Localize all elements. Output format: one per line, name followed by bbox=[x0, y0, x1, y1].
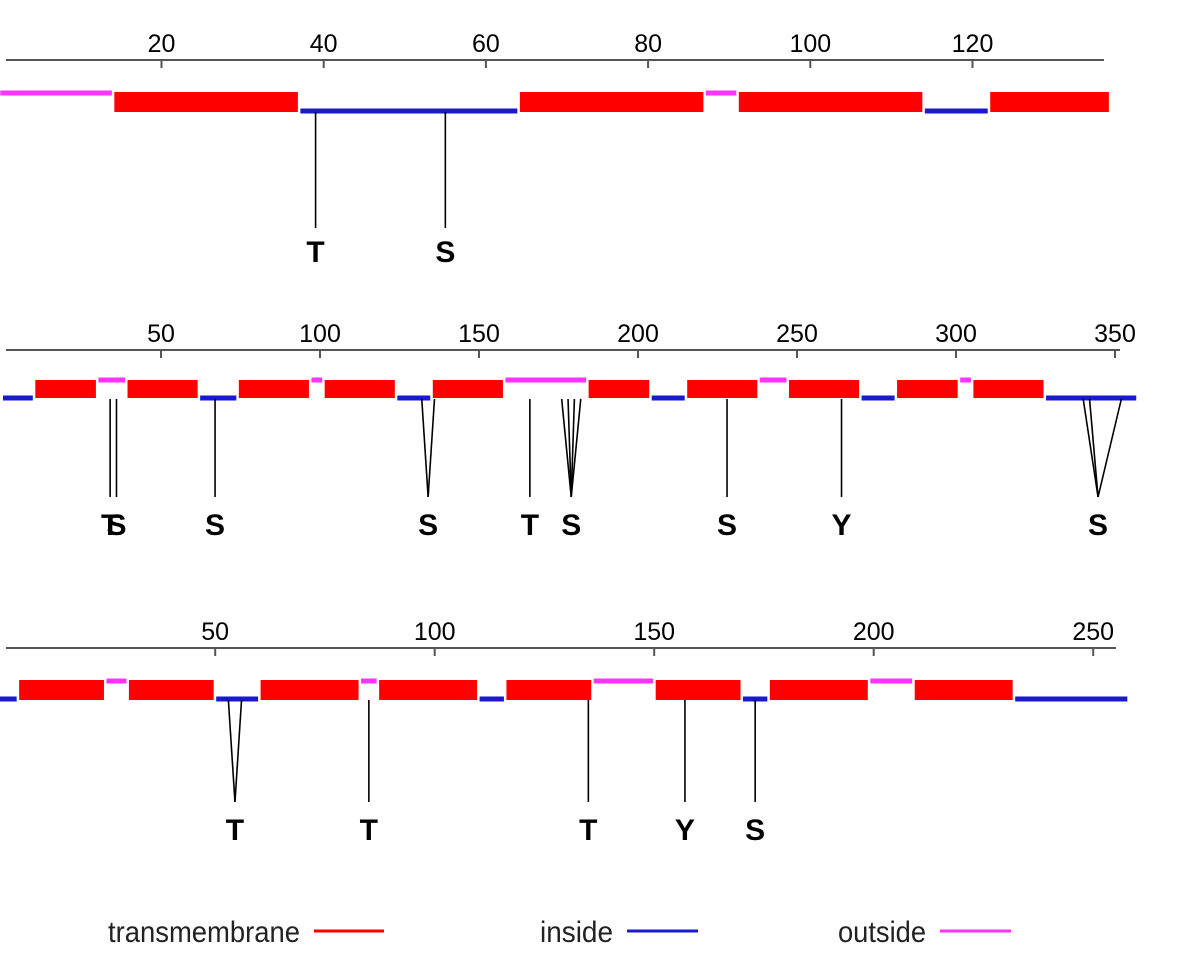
site-line bbox=[420, 398, 429, 498]
outside-segment bbox=[311, 377, 323, 383]
transmembrane-segment bbox=[897, 380, 958, 398]
tick-label: 120 bbox=[952, 30, 994, 58]
site-line bbox=[567, 398, 573, 498]
tick-label: 80 bbox=[634, 30, 662, 58]
inside-segment bbox=[3, 395, 33, 401]
transmembrane-segment bbox=[769, 680, 868, 700]
site-label: S bbox=[418, 509, 438, 542]
site-line bbox=[427, 398, 436, 498]
site-label: S bbox=[717, 509, 737, 542]
transmembrane-segment bbox=[655, 680, 741, 700]
tick-label: 250 bbox=[776, 320, 818, 348]
transmembrane-segment bbox=[973, 380, 1044, 398]
site-line bbox=[1082, 398, 1099, 498]
tick-label: 60 bbox=[472, 30, 500, 58]
site-label: T bbox=[306, 236, 324, 269]
site-label: S bbox=[205, 509, 225, 542]
inside-segment bbox=[924, 108, 988, 114]
site-label: S bbox=[106, 509, 126, 542]
outside-segment bbox=[505, 377, 587, 383]
inside-segment bbox=[1015, 696, 1128, 702]
outside-segment bbox=[960, 377, 971, 383]
inside-segment bbox=[1046, 395, 1137, 401]
inside-segment bbox=[216, 696, 259, 702]
transmembrane-segment bbox=[128, 680, 214, 700]
transmembrane-segment bbox=[238, 380, 309, 398]
legend-label-inside: inside bbox=[540, 916, 613, 949]
inside-segment bbox=[200, 395, 237, 401]
transmembrane-segment bbox=[687, 380, 758, 398]
site-line bbox=[1097, 398, 1123, 498]
outside-segment bbox=[759, 377, 787, 383]
tick-label: 100 bbox=[789, 30, 831, 58]
transmembrane-segment bbox=[324, 380, 395, 398]
track-3: 50 100 150 200 250 T T T Y S bbox=[0, 618, 1128, 847]
transmembrane-segment bbox=[914, 680, 1013, 700]
outside-segment bbox=[870, 678, 913, 684]
transmembrane-segment bbox=[35, 380, 96, 398]
tick-label: 300 bbox=[935, 320, 977, 348]
tick-label: 40 bbox=[310, 30, 338, 58]
outside-segment bbox=[98, 377, 126, 383]
inside-segment bbox=[743, 696, 768, 702]
transmembrane-segment bbox=[260, 680, 359, 700]
tick-label: 200 bbox=[853, 618, 895, 646]
site-label: T bbox=[579, 814, 597, 847]
site-label: T bbox=[360, 814, 378, 847]
transmembrane-segment bbox=[506, 680, 592, 700]
site-label: Y bbox=[832, 509, 852, 542]
transmembrane-segment bbox=[788, 380, 860, 398]
site-line bbox=[1088, 398, 1099, 498]
transmembrane-segment bbox=[127, 380, 198, 398]
inside-segment bbox=[861, 395, 895, 401]
site-line bbox=[234, 699, 243, 803]
transmembrane-segment bbox=[19, 680, 104, 700]
tick-label: 50 bbox=[201, 618, 229, 646]
outside-segment bbox=[0, 90, 112, 96]
outside-segment bbox=[593, 678, 654, 684]
site-line bbox=[570, 398, 582, 498]
site-label: S bbox=[561, 509, 581, 542]
site-label: T bbox=[226, 814, 244, 847]
inside-segment bbox=[0, 696, 17, 702]
site-line bbox=[227, 699, 236, 803]
transmembrane-segment bbox=[432, 380, 503, 398]
inside-segment bbox=[651, 395, 685, 401]
outside-segment bbox=[106, 678, 127, 684]
inside-segment bbox=[397, 395, 431, 401]
site-label: T bbox=[521, 509, 539, 542]
legend: transmembrane inside outside bbox=[108, 916, 1011, 949]
transmembrane-segment bbox=[990, 92, 1109, 112]
site-label: T bbox=[101, 509, 119, 542]
site-label: S bbox=[1088, 509, 1108, 542]
inside-segment bbox=[479, 696, 504, 702]
site-label: S bbox=[745, 814, 765, 847]
transmembrane-segment bbox=[114, 92, 298, 112]
inside-segment bbox=[300, 108, 518, 114]
outside-segment bbox=[705, 90, 737, 96]
tick-label: 20 bbox=[148, 30, 176, 58]
track-1: 20 40 60 80 100 120 T S bbox=[0, 30, 1109, 269]
site-label: Y bbox=[675, 814, 695, 847]
tick-label: 200 bbox=[617, 320, 659, 348]
tick-label: 50 bbox=[147, 320, 175, 348]
legend-label-outside: outside bbox=[838, 916, 926, 949]
tick-label: 100 bbox=[414, 618, 456, 646]
site-label: S bbox=[435, 236, 455, 269]
transmembrane-segment bbox=[519, 92, 704, 112]
tick-label: 150 bbox=[458, 320, 500, 348]
transmembrane-segment bbox=[379, 680, 478, 700]
tick-label: 150 bbox=[633, 618, 675, 646]
site-line bbox=[570, 398, 576, 498]
legend-label-transmembrane: transmembrane bbox=[108, 916, 300, 949]
tick-label: 100 bbox=[299, 320, 341, 348]
tick-label: 350 bbox=[1094, 320, 1136, 348]
transmembrane-segment bbox=[738, 92, 923, 112]
site-line bbox=[560, 398, 573, 498]
tick-label: 250 bbox=[1072, 618, 1114, 646]
transmembrane-segment bbox=[588, 380, 650, 398]
outside-segment bbox=[361, 678, 377, 684]
